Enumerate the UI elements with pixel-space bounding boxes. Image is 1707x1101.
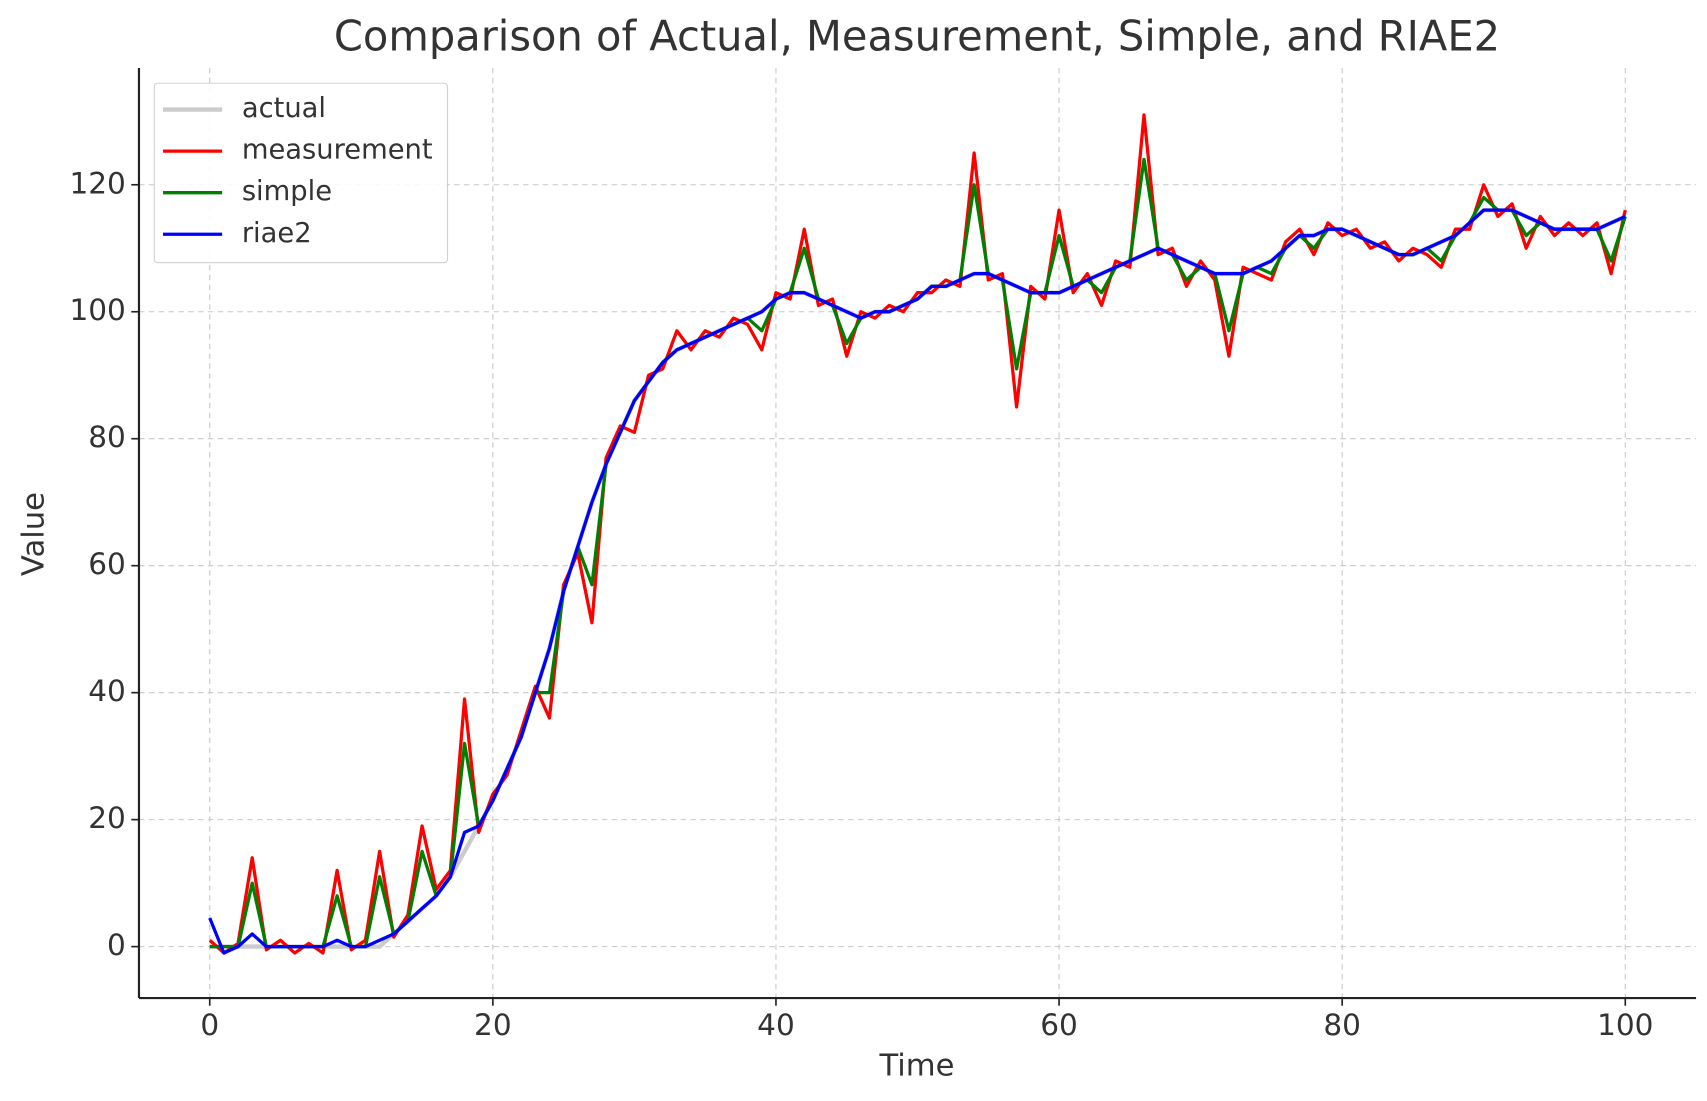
legend: actual measurement simple riae2 — [153, 82, 449, 264]
x-tick-label: 20 — [474, 1008, 512, 1042]
series-line — [208, 113, 1627, 955]
chart-title: Comparison of Actual, Measurement, Simpl… — [334, 11, 1500, 60]
legend-label: measurement — [242, 135, 433, 166]
y-tick-label: 60 — [88, 547, 126, 581]
x-tick-label: 40 — [757, 1008, 795, 1042]
y-tick-label: 0 — [107, 928, 126, 962]
x-tick-label: 60 — [1040, 1008, 1078, 1042]
x-axis-label: Time — [878, 1048, 954, 1083]
y-tick-label: 80 — [88, 420, 126, 454]
y-tick-label: 40 — [88, 674, 126, 708]
x-tick-label: 100 — [1597, 1008, 1653, 1042]
y-tick-label: 20 — [88, 801, 126, 835]
legend-box — [153, 82, 449, 264]
x-tick-label: 0 — [200, 1008, 219, 1042]
legend-label: riae2 — [242, 218, 312, 249]
y-axis-label: Value — [17, 492, 52, 576]
y-tick-label: 120 — [69, 166, 125, 200]
y-tick-label: 100 — [69, 293, 125, 327]
x-tick-label: 80 — [1323, 1008, 1361, 1042]
legend-label: actual — [242, 93, 326, 124]
series-line — [208, 208, 1626, 955]
legend-label: simple — [242, 176, 332, 207]
